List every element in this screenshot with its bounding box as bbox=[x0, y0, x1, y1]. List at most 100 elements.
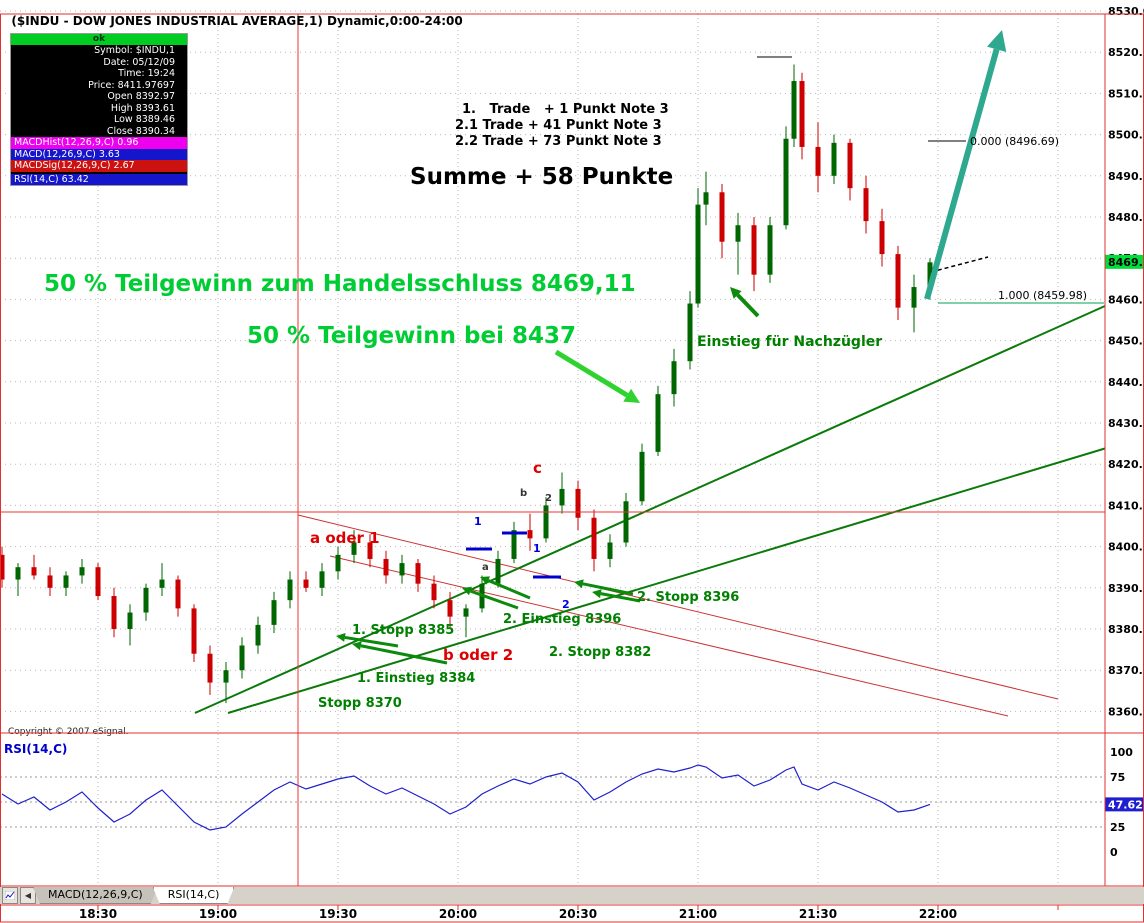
price-tick-label: 8390.00 bbox=[1108, 582, 1144, 595]
price-tick-label: 8490.00 bbox=[1108, 170, 1144, 183]
candle bbox=[879, 221, 885, 255]
price-tick-label: 8380.00 bbox=[1108, 623, 1144, 636]
indicator-row: MACDHist(12,26,9,C) 0.96 bbox=[11, 137, 187, 149]
candle bbox=[543, 505, 549, 539]
tab-scroll-left-button[interactable]: ◀ bbox=[20, 887, 36, 904]
annotation-text: 1. Einstieg 8384 bbox=[357, 671, 475, 686]
annotation-text: 2. Einstieg 8396 bbox=[503, 612, 621, 627]
annotation-text: a oder 1 bbox=[310, 529, 380, 547]
candle bbox=[175, 579, 181, 609]
annotation-text: 1. Stopp 8385 bbox=[352, 623, 454, 638]
time-tick-label: 18:30 bbox=[79, 907, 117, 921]
candle bbox=[319, 571, 325, 588]
data-window-row: Open 8392.97 bbox=[107, 91, 175, 102]
candle bbox=[367, 542, 373, 559]
data-window-status: ok bbox=[11, 34, 187, 45]
candle bbox=[287, 579, 293, 601]
rsi-tick-label: 75 bbox=[1110, 771, 1125, 784]
candle bbox=[191, 608, 197, 654]
price-tick-label: 8370.00 bbox=[1108, 664, 1144, 677]
price-tick-label: 8420.00 bbox=[1108, 458, 1144, 471]
candle bbox=[655, 394, 661, 452]
annotation-text: Summe + 58 Punkte bbox=[410, 164, 673, 190]
candle bbox=[143, 587, 149, 613]
data-window-row: Close 8390.34 bbox=[106, 125, 175, 137]
last-price-badge-text: 8469.11 bbox=[1108, 256, 1144, 269]
price-axis[interactable] bbox=[1105, 0, 1144, 905]
data-window-row: Time: 19:24 bbox=[118, 68, 175, 79]
annotation-arrow bbox=[986, 30, 1007, 52]
candle bbox=[783, 138, 789, 226]
time-tick-label: 20:00 bbox=[439, 907, 477, 921]
indicator-tab-rsi[interactable]: RSI(14,C) bbox=[153, 887, 235, 904]
candle bbox=[831, 142, 837, 176]
window-title: ($INDU - DOW JONES INDUSTRIAL AVERAGE,1)… bbox=[11, 14, 463, 28]
rsi-line bbox=[1, 764, 931, 831]
annotation-arrow bbox=[352, 641, 362, 651]
candle bbox=[687, 303, 693, 362]
price-tick-label: 8360.00 bbox=[1108, 705, 1144, 718]
candle bbox=[623, 501, 629, 543]
time-tick-label: 20:30 bbox=[559, 907, 597, 921]
candle bbox=[463, 608, 469, 617]
data-window-row: Date: 05/12/09 bbox=[103, 56, 175, 68]
time-tick-label: 22:00 bbox=[919, 907, 957, 921]
price-tick-label: 8400.00 bbox=[1108, 541, 1144, 554]
candle bbox=[127, 612, 133, 629]
candle bbox=[607, 542, 613, 559]
candle bbox=[719, 192, 725, 242]
candle bbox=[767, 225, 773, 275]
annotation-arrow bbox=[623, 388, 640, 403]
annotation-text: 50 % Teilgewinn zum Handelsschluss 8469,… bbox=[44, 271, 636, 297]
data-window-rows: Symbol: $INDU,1 Date: 05/12/09 Time: 19:24… bbox=[11, 45, 187, 137]
candle bbox=[815, 146, 821, 176]
candle bbox=[111, 596, 117, 629]
annotation-text: 1 bbox=[533, 542, 541, 555]
annotation-text: 1. Trade + 1 Punkt Note 3 bbox=[462, 102, 669, 117]
candle bbox=[15, 567, 21, 580]
annotation-text: 50 % Teilgewinn bei 8437 bbox=[247, 323, 576, 349]
candle bbox=[511, 530, 517, 559]
rsi-value-badge-text: 47.62 bbox=[1108, 798, 1143, 811]
rsi-tick-label: 25 bbox=[1110, 821, 1125, 834]
time-tick-label: 21:30 bbox=[799, 907, 837, 921]
price-tick-label: 8500.00 bbox=[1108, 129, 1144, 142]
candle bbox=[95, 567, 101, 597]
price-tick-label: 8530.00 bbox=[1108, 5, 1144, 18]
mini-chart-icon bbox=[5, 891, 15, 900]
candle bbox=[799, 81, 805, 147]
candle bbox=[303, 579, 309, 588]
annotation-text: RSI(14,C) bbox=[4, 742, 67, 756]
indicator-row: RSI(14,C) 63.42 bbox=[11, 173, 187, 185]
data-window[interactable]: ok Symbol: $INDU,1 Date: 05/12/09 Time: 19… bbox=[10, 33, 188, 186]
annotation-text: c bbox=[533, 459, 542, 477]
candle bbox=[223, 670, 229, 683]
candle bbox=[695, 204, 701, 304]
candle bbox=[207, 653, 213, 683]
candle bbox=[895, 254, 901, 308]
candle bbox=[383, 558, 389, 576]
annotation-text: Copyright © 2007 eSignal. bbox=[8, 727, 129, 737]
price-tick-label: 8440.00 bbox=[1108, 376, 1144, 389]
candle bbox=[911, 287, 917, 308]
annotation-arrow bbox=[574, 579, 584, 589]
candle bbox=[575, 488, 581, 518]
rsi-value-badge bbox=[1105, 797, 1144, 812]
indicator-tab-macd[interactable]: MACD(12,26,9,C) bbox=[33, 887, 158, 904]
candle bbox=[271, 600, 277, 625]
time-tick-label: 19:30 bbox=[319, 907, 357, 921]
annotation-arrow bbox=[480, 576, 491, 585]
candle bbox=[591, 517, 597, 559]
time-axis[interactable] bbox=[0, 905, 1144, 923]
time-tick-label: 19:00 bbox=[199, 907, 237, 921]
chart-icon[interactable] bbox=[2, 887, 18, 904]
candle bbox=[671, 361, 677, 395]
data-window-indicators: MACDHist(12,26,9,C) 0.96 MACD(12,26,9,C) … bbox=[11, 137, 187, 185]
last-price-badge bbox=[1105, 254, 1144, 269]
candle bbox=[751, 225, 757, 275]
candle bbox=[527, 530, 533, 539]
price-tick-label: 8460.00 bbox=[1108, 293, 1144, 306]
indicator-tab-bar: ◀ MACD(12,26,9,C) RSI(14,C) bbox=[0, 887, 1144, 904]
price-tick-label: 8480.00 bbox=[1108, 211, 1144, 224]
